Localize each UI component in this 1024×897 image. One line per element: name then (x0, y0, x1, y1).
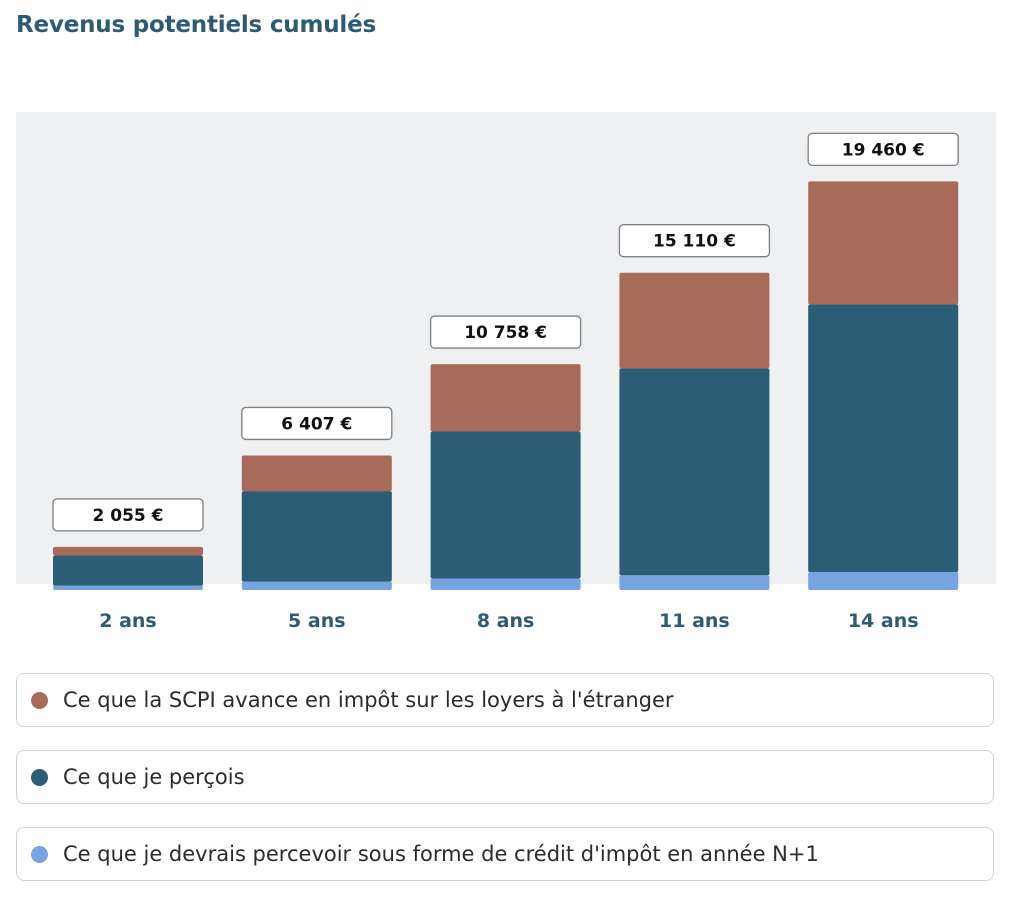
bar-segment-credit-impot-4[interactable] (619, 575, 770, 590)
total-label-3: 10 758 € (464, 323, 547, 343)
stacked-bar-chart: 2 055 € 6 407 € 10 758 € 15 110 € 19 460 € 2… (16, 112, 996, 632)
bar-segment-credit-impot-2[interactable] (241, 581, 392, 590)
legend-label-impot-etranger: Ce que la SCPI avance en impôt sur les l… (63, 688, 674, 712)
bar-segment-credit-impot-5[interactable] (808, 572, 959, 590)
legend-dot-impot-etranger (31, 691, 48, 709)
bar-segment-percu-4[interactable] (619, 368, 770, 576)
total-label-4: 15 110 € (653, 232, 736, 252)
bar-segment-impot-etranger-3[interactable] (430, 364, 581, 432)
legend-label-percu: Ce que je perçois (63, 765, 245, 789)
legend-label-credit-impot: Ce que je devrais percevoir sous forme d… (63, 842, 819, 866)
legend-item-credit-impot[interactable]: Ce que je devrais percevoir sous forme d… (16, 827, 994, 881)
chart-title: Revenus potentiels cumulés (16, 12, 376, 38)
legend-dot-percu (31, 768, 48, 786)
bar-segment-impot-etranger-2[interactable] (241, 455, 392, 492)
bar-segment-impot-etranger-5[interactable] (808, 181, 959, 305)
bar-segment-impot-etranger-4[interactable] (619, 272, 770, 369)
total-label-box-3 (429, 315, 582, 349)
x-tick-label-3: 8 ans (477, 610, 535, 632)
x-axis-labels-group: 2 ans 5 ans 8 ans 11 ans 14 ans (99, 610, 918, 632)
legend-item-impot-etranger[interactable]: Ce que la SCPI avance en impôt sur les l… (16, 673, 994, 727)
bar-segment-percu-5[interactable] (808, 304, 959, 573)
total-label-2: 6 407 € (281, 414, 352, 434)
legend-item-percu[interactable]: Ce que je perçois (16, 750, 994, 804)
bar-segment-percu-1[interactable] (53, 555, 203, 586)
total-label-5: 19 460 € (842, 140, 925, 160)
total-label-box-1 (52, 498, 204, 532)
bar-segment-credit-impot-1[interactable] (53, 585, 203, 590)
total-label-box-2 (241, 406, 393, 441)
bars-group (53, 181, 959, 590)
total-label-1: 2 055 € (93, 506, 164, 526)
bar-segment-impot-etranger-1[interactable] (53, 546, 203, 556)
bar-segment-credit-impot-3[interactable] (430, 578, 581, 590)
x-tick-label-1: 2 ans (99, 610, 157, 632)
legend-dot-credit-impot (31, 845, 48, 863)
bar-segment-percu-2[interactable] (241, 491, 392, 582)
x-tick-label-5: 14 ans (848, 610, 919, 632)
x-tick-label-4: 11 ans (659, 610, 730, 632)
total-label-box-5 (807, 132, 959, 166)
x-tick-label-2: 5 ans (288, 610, 346, 632)
total-labels-group: 2 055 € 6 407 € 10 758 € 15 110 € 19 460 € (52, 132, 959, 532)
total-label-box-4 (618, 224, 771, 258)
bar-segment-percu-3[interactable] (430, 431, 581, 579)
